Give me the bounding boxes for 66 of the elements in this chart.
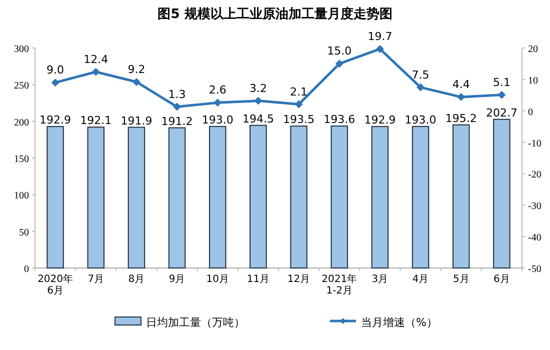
y-tick-label: 200	[14, 117, 29, 128]
data-label: 15.0	[327, 44, 352, 58]
data-label: 4.4	[452, 78, 470, 92]
x-tick-label: 10月	[206, 274, 229, 285]
data-label: 192.1	[80, 114, 112, 128]
legend-label: 当月增速（%）	[361, 316, 438, 329]
data-label: 193.6	[324, 113, 356, 126]
x-tick-label: 2020年 6月	[38, 273, 74, 296]
point	[254, 96, 262, 105]
y2-tick-label: -30	[528, 201, 542, 212]
point	[498, 90, 506, 99]
y2-tick-label: -50	[528, 264, 542, 275]
y-tick-label: 150	[14, 154, 29, 165]
point	[214, 98, 222, 107]
data-label: 195.2	[445, 112, 477, 125]
data-label: 191.2	[161, 114, 193, 128]
legend-label: 日均加工量（万吨）	[146, 316, 245, 329]
point	[51, 78, 60, 87]
data-label: 193.5	[283, 113, 315, 126]
point	[92, 68, 100, 76]
chart-title: 图5 规模以上工业原油加工量月度走势图	[158, 6, 392, 22]
point	[457, 93, 466, 102]
y-tick-label: 0	[24, 264, 29, 275]
x-tick-label: 6月	[494, 274, 510, 285]
y-tick-label: 50	[19, 227, 29, 238]
x-tick-label: 5月	[452, 274, 470, 285]
x-tick-label: 11月	[246, 274, 270, 285]
y2-tick-label: -10	[528, 138, 542, 150]
x-tick-label: 2021年 1-2月	[322, 273, 358, 296]
data-label: 7.5	[412, 68, 430, 82]
data-label: 191.9	[120, 114, 152, 128]
data-label: 193.0	[404, 113, 436, 126]
data-label: 19.7	[368, 30, 392, 43]
y2-tick-label: 20	[528, 44, 538, 55]
point	[132, 78, 140, 86]
point	[376, 44, 384, 53]
x-tick-label: 9月	[168, 274, 186, 285]
data-label: 192.9	[40, 114, 72, 127]
data-label: 3.2	[249, 82, 267, 95]
data-label: 192.9	[364, 114, 396, 127]
data-label: 2.1	[290, 85, 308, 98]
data-label: 194.5	[242, 112, 274, 126]
point	[294, 100, 303, 108]
x-tick-label: 8月	[128, 274, 145, 285]
point	[335, 60, 344, 68]
data-label: 2.6	[208, 84, 226, 97]
y-tick-label: 300	[14, 44, 29, 55]
x-tick-label: 7月	[88, 274, 104, 285]
y2-tick-label: 10	[528, 75, 538, 86]
y2-tick-label: -20	[528, 170, 542, 181]
data-label: 193.0	[202, 113, 234, 126]
point	[173, 102, 182, 111]
data-label: 1.3	[168, 88, 186, 101]
data-label: 5.1	[492, 76, 510, 89]
data-label: 202.7	[486, 106, 518, 120]
x-tick-label: 4月	[412, 274, 429, 285]
y-tick-label: 100	[14, 190, 29, 202]
data-label: 9.0	[46, 64, 64, 77]
data-label: 12.4	[84, 52, 108, 66]
x-tick-label: 3月	[372, 274, 388, 285]
point	[416, 83, 425, 92]
x-tick-label: 12月	[287, 274, 310, 285]
y2-tick-label: -40	[528, 232, 542, 244]
y-tick-label: 250	[14, 80, 29, 92]
y2-tick-label: 0	[528, 106, 533, 118]
data-label: 9.2	[128, 62, 146, 76]
